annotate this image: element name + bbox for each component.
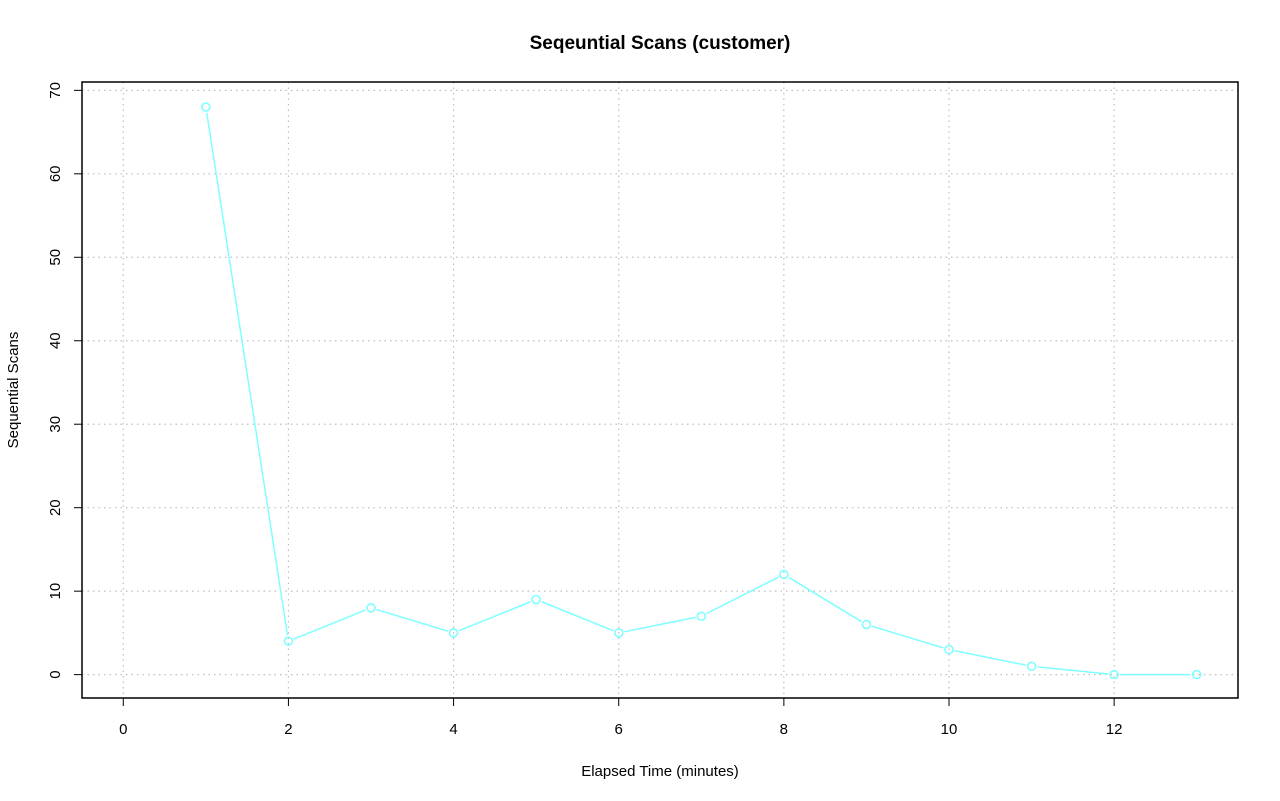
series-line-segment — [293, 609, 366, 640]
series-layer — [201, 102, 1202, 680]
x-tick-label: 6 — [615, 721, 623, 738]
data-point — [283, 636, 294, 647]
y-tick-label: 40 — [47, 332, 64, 349]
data-point — [861, 619, 872, 630]
x-tick-label: 12 — [1106, 721, 1123, 738]
series-line-segment — [206, 112, 289, 636]
y-tick-label: 0 — [47, 670, 64, 678]
data-point — [944, 644, 954, 655]
data-point — [201, 102, 211, 112]
y-axis-label: Sequential Scans — [5, 332, 22, 449]
series-line-segment — [458, 601, 531, 632]
data-point — [366, 603, 376, 613]
data-point — [448, 628, 459, 638]
series-line-segment — [1037, 666, 1109, 675]
x-tick-label: 10 — [941, 721, 958, 738]
x-axis-label: Elapsed Time (minutes) — [581, 763, 739, 780]
series-line-segment — [871, 625, 944, 649]
series-line-segment — [541, 601, 614, 632]
series-line-segment — [788, 576, 862, 623]
chart-title: Seqeuntial Scans (customer) — [530, 33, 791, 54]
data-point — [613, 628, 624, 638]
y-tick-label: 20 — [47, 499, 64, 516]
x-tick-label: 2 — [284, 721, 292, 738]
x-tick-label: 4 — [449, 721, 457, 738]
data-point — [1026, 661, 1037, 672]
y-tick-label: 60 — [47, 165, 64, 182]
y-tick-label: 10 — [47, 583, 64, 600]
series-line-segment — [376, 608, 449, 632]
data-point — [696, 611, 707, 622]
x-tick-label: 0 — [119, 721, 127, 738]
series-line-segment — [624, 616, 696, 633]
x-tick-label: 8 — [780, 721, 788, 738]
axes: 0 2 4 6 8 10 12 0 10 20 30 40 50 60 70 — [47, 82, 1123, 738]
data-point — [531, 594, 541, 605]
y-tick-label: 30 — [47, 416, 64, 433]
data-point — [1191, 669, 1202, 680]
data-point — [779, 569, 789, 580]
series-line-segment — [954, 650, 1026, 666]
grid — [82, 82, 1238, 698]
plot-frame — [81, 81, 1239, 699]
y-tick-label: 50 — [47, 249, 64, 266]
y-tick-label: 70 — [47, 82, 64, 99]
series-line-segment — [706, 576, 779, 615]
data-point — [1109, 669, 1119, 680]
